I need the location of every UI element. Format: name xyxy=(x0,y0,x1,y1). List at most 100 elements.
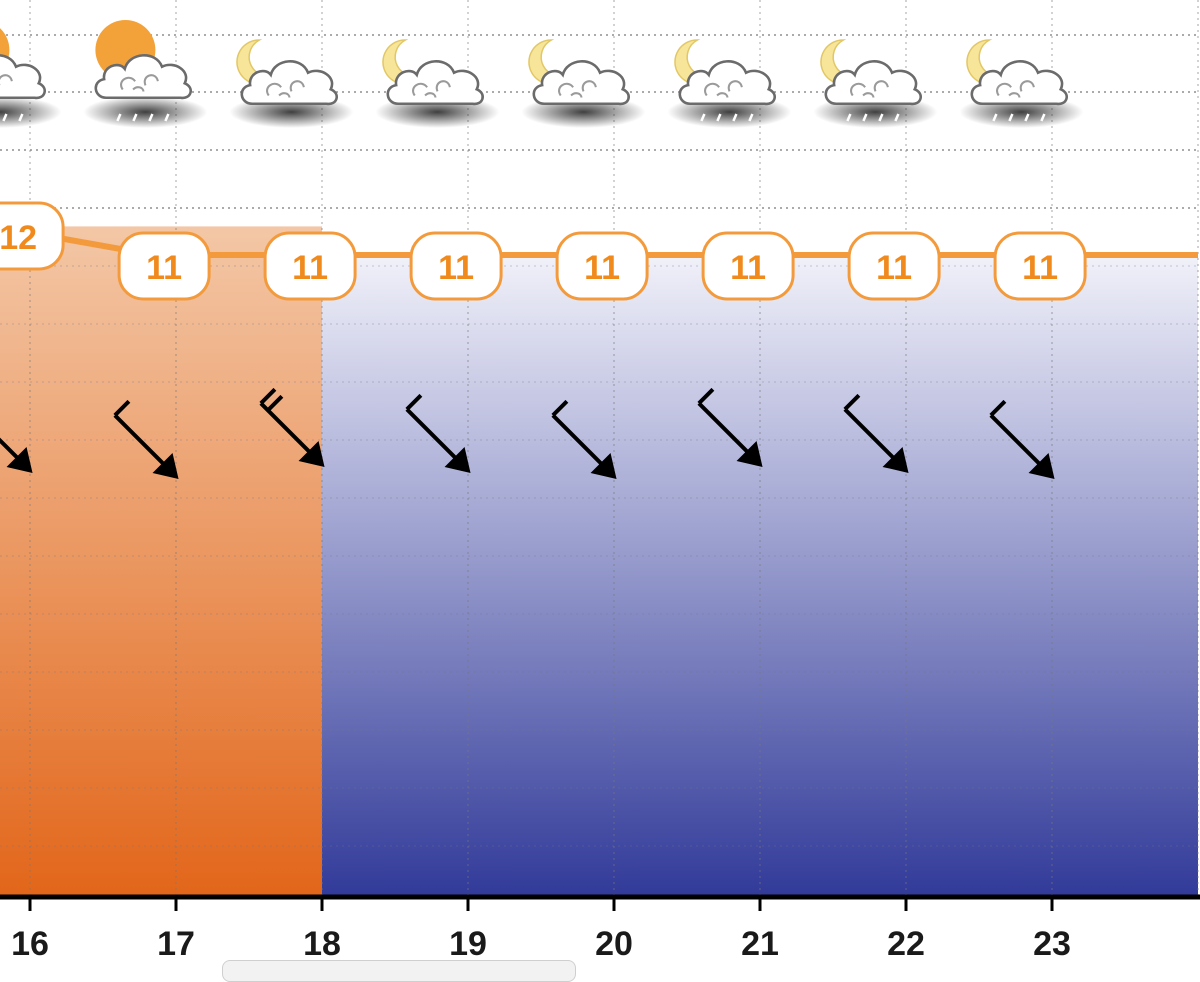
wind-shaft xyxy=(259,401,318,461)
rain-drop xyxy=(18,113,24,122)
wind-barb xyxy=(259,387,277,405)
wind-shaft xyxy=(113,413,172,473)
wind-head xyxy=(152,452,179,479)
rain-drop xyxy=(1008,113,1014,122)
cloud-shape xyxy=(0,54,47,100)
label-box xyxy=(263,231,357,301)
wind-head xyxy=(736,440,763,467)
label-text: 11 xyxy=(584,249,620,287)
wind-barb xyxy=(989,399,1007,417)
label-text: 11 xyxy=(438,249,474,287)
wind-head xyxy=(444,446,471,473)
rain-drop xyxy=(1040,113,1046,122)
wind-shaft xyxy=(843,407,902,467)
moon-cloud-rain-icon xyxy=(813,39,938,128)
wind-barb xyxy=(697,387,715,405)
temperature-label: 11 xyxy=(117,231,211,301)
wind-arrow xyxy=(843,393,909,473)
x-tick-label: 21 xyxy=(741,925,779,963)
moon-cloud-icon xyxy=(521,39,646,128)
label-text: 11 xyxy=(146,249,182,287)
wind-barb xyxy=(843,393,861,411)
grid-lines xyxy=(0,0,1200,897)
label-box xyxy=(847,231,941,301)
icon-shadow xyxy=(0,96,62,128)
wind-arrow xyxy=(551,399,617,479)
x-tick-label: 16 xyxy=(11,925,49,963)
rain-drop xyxy=(894,113,900,122)
icon-shadow xyxy=(83,96,208,128)
wind-barb xyxy=(113,399,131,417)
sun-cloud-heavy-rain-icon xyxy=(83,20,208,136)
wind-arrow xyxy=(259,387,325,467)
label-text: 11 xyxy=(876,249,912,287)
label-text: 11 xyxy=(292,249,328,287)
temperature-label: 11 xyxy=(701,231,795,301)
scrollbar-handle[interactable] xyxy=(222,960,576,982)
sun-cloud-rain-icon xyxy=(0,28,62,128)
label-text: 12 xyxy=(0,219,37,257)
label-box xyxy=(117,231,211,301)
x-tick-label: 20 xyxy=(595,925,633,963)
label-box xyxy=(409,231,503,301)
temperature-line xyxy=(0,225,1198,258)
wind-head xyxy=(882,446,909,473)
rain-drop xyxy=(878,113,884,122)
temperature-label: 11 xyxy=(847,231,941,301)
rain-drop xyxy=(716,113,722,122)
rain-drop xyxy=(862,113,868,122)
rain-drop xyxy=(136,127,142,136)
label-box xyxy=(993,231,1087,301)
wind-head xyxy=(298,440,325,467)
wind-arrow xyxy=(405,393,471,473)
x-tick-label: 19 xyxy=(449,925,487,963)
wind-head xyxy=(590,452,617,479)
rain-drop xyxy=(152,127,158,136)
label-text: 11 xyxy=(1022,249,1058,287)
wind-arrow xyxy=(0,437,33,473)
wind-barb xyxy=(266,394,284,412)
rain-drop xyxy=(148,113,154,122)
x-tick-label: 18 xyxy=(303,925,341,963)
wind-shaft xyxy=(405,407,464,467)
background-day xyxy=(0,226,322,897)
label-box xyxy=(0,201,65,271)
wind-barb xyxy=(405,393,423,411)
temperature-label: 11 xyxy=(263,231,357,301)
moon-cloud-rain-icon xyxy=(959,39,1084,128)
wind-arrow xyxy=(113,399,179,479)
rain-drop xyxy=(700,113,706,122)
rain-drop xyxy=(120,127,126,136)
rain-drop xyxy=(2,113,8,122)
rain-drop xyxy=(116,113,122,122)
wind-shaft xyxy=(697,401,756,461)
background-night xyxy=(322,252,1198,897)
temperature-label: 12 xyxy=(0,201,65,271)
wind-arrow xyxy=(697,387,763,467)
rain-drop xyxy=(992,113,998,122)
x-tick-label: 23 xyxy=(1033,925,1071,963)
wind-arrow xyxy=(989,399,1055,479)
rain-drop xyxy=(1024,113,1030,122)
wind-head xyxy=(6,446,33,473)
temperature-label: 11 xyxy=(555,231,649,301)
label-text: 11 xyxy=(730,249,766,287)
x-tick-label: 22 xyxy=(887,925,925,963)
wind-head xyxy=(1028,452,1055,479)
temperature-label: 11 xyxy=(409,231,503,301)
rain-drop xyxy=(748,113,754,122)
wind-shaft xyxy=(989,413,1048,473)
rain-drop xyxy=(846,113,852,122)
rain-drop xyxy=(164,113,170,122)
moon-cloud-icon xyxy=(229,39,354,128)
rain-drop xyxy=(132,113,138,122)
rain-drop xyxy=(732,113,738,122)
x-tick-label: 17 xyxy=(157,925,195,963)
moon-cloud-rain-icon xyxy=(667,39,792,128)
wind-barb xyxy=(551,399,569,417)
wind-shaft xyxy=(551,413,610,473)
wind-shaft xyxy=(0,437,26,467)
moon-cloud-icon xyxy=(375,39,500,128)
label-box xyxy=(555,231,649,301)
